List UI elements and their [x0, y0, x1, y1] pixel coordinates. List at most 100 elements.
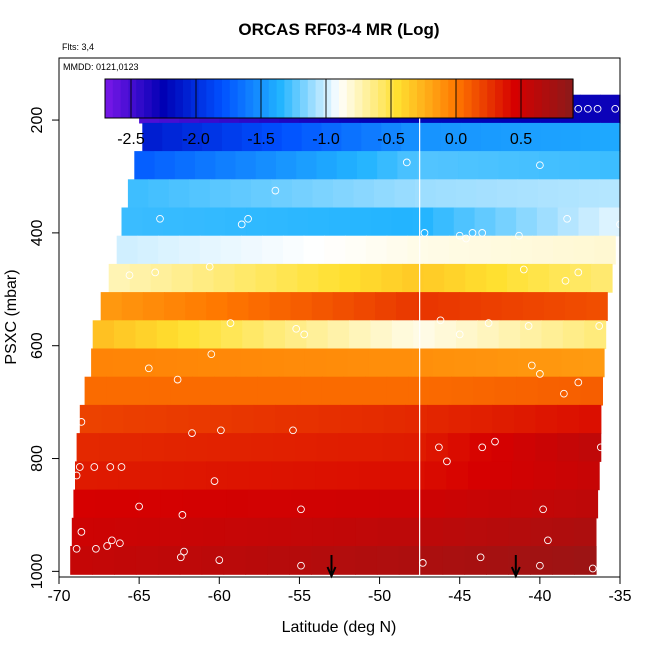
heatmap-cell [365, 235, 388, 265]
heatmap-cell [329, 207, 351, 237]
heatmap-cell [374, 179, 396, 209]
heatmap-cell [335, 489, 358, 519]
heatmap-cell [486, 263, 508, 293]
heatmap-cell [427, 404, 450, 434]
heatmap-cell [405, 404, 428, 434]
x-tick-label: -70 [47, 588, 70, 605]
heatmap-cell [370, 320, 393, 350]
heatmap-cell [401, 122, 422, 152]
heatmap-cell [511, 235, 533, 265]
heatmap-cell [522, 292, 545, 321]
colorbar-segment [385, 79, 395, 118]
heatmap-cell [133, 348, 156, 378]
observation-point [77, 418, 86, 426]
colorbar-segment [354, 79, 363, 118]
heatmap-cell [368, 348, 391, 378]
heatmap-cell [207, 433, 231, 462]
observation-point [106, 463, 115, 471]
heatmap-cell [162, 122, 183, 152]
heatmap-cell [92, 320, 115, 350]
heatmap-cell [347, 348, 370, 378]
heatmap-cell [333, 517, 357, 547]
heatmap-cell [271, 179, 293, 209]
heatmap-cell [291, 179, 313, 209]
observation-point [108, 536, 116, 545]
heatmap-cell [220, 235, 242, 265]
heatmap-cell [321, 376, 345, 406]
observation-point [455, 231, 464, 240]
heatmap-cell [361, 122, 382, 152]
heatmap-cell [579, 179, 601, 209]
heatmap-cell [552, 517, 575, 547]
heatmap-cell [108, 263, 131, 293]
heatmap-cell [241, 235, 263, 265]
heatmap-cell [511, 461, 535, 491]
heatmap-cell [402, 461, 425, 491]
heatmap-cell [497, 179, 519, 209]
heatmap-cell [412, 207, 434, 237]
heatmap-cell [296, 404, 320, 434]
colorbar-segment [346, 79, 356, 118]
heatmap-cell [458, 151, 479, 180]
heatmap-cell [349, 320, 372, 350]
heatmap-cell [497, 348, 520, 378]
heatmap-cell [434, 320, 457, 350]
heatmap-cell [456, 320, 478, 350]
observation-point [297, 561, 305, 570]
heatmap-cell [594, 235, 616, 265]
heatmap-cell [262, 235, 284, 265]
heatmap-cell [234, 263, 257, 293]
heatmap-cell [170, 376, 194, 406]
heatmap-cell [184, 461, 207, 491]
observation-point [595, 322, 604, 330]
observation-point [478, 229, 487, 237]
heatmap-cell [308, 207, 330, 237]
heatmap-cell [415, 179, 437, 209]
heatmap-cell [411, 348, 434, 378]
x-tick-label: -65 [128, 588, 151, 605]
heatmap-cell [574, 546, 597, 575]
colorbar-segment [526, 79, 535, 118]
colorbar-segment [214, 79, 223, 118]
colorbar-segment [424, 79, 434, 118]
heatmap-cell [148, 179, 170, 209]
heatmap-cell [480, 122, 502, 152]
heatmap-cell [465, 263, 487, 293]
heatmap-cell [599, 179, 621, 209]
heatmap-cell [424, 461, 447, 491]
heatmap-cell [98, 433, 121, 462]
observation-point [574, 104, 583, 113]
observation-point [217, 426, 225, 435]
observation-point [468, 229, 477, 237]
observation-point [226, 319, 235, 327]
heatmap-cell [561, 348, 584, 378]
heatmap-cell [140, 461, 163, 491]
heatmap-cell [92, 546, 115, 575]
heatmap-cell [541, 320, 564, 350]
heatmap-cell [421, 122, 442, 152]
heatmap-cell [164, 433, 187, 462]
y-axis-label: PSXC (mbar) [3, 269, 20, 364]
observation-point [244, 214, 252, 223]
heatmap-cell [404, 433, 427, 462]
heatmap-cell [248, 292, 271, 321]
heatmap-cell [355, 517, 379, 547]
heatmap-cell [536, 207, 559, 237]
heatmap-cell [112, 348, 135, 378]
x-tick-label: -35 [608, 588, 631, 605]
heatmap-cell [117, 489, 140, 519]
heatmap-cell [380, 461, 404, 491]
heatmap-cell [459, 292, 482, 321]
heatmap-cell [333, 179, 355, 209]
heatmap-cell [240, 348, 263, 378]
date-label: MMDD: 0121,0123 [63, 62, 139, 72]
heatmap-cell [343, 376, 366, 406]
heatmap-cell [145, 404, 168, 434]
heatmap-cell [164, 292, 186, 321]
heatmap-cell [443, 517, 466, 547]
heatmap-cell [540, 122, 561, 152]
heatmap-cell [178, 320, 201, 350]
heatmap-cell [285, 320, 307, 350]
observation-point [519, 265, 528, 274]
observation-point [176, 553, 185, 562]
